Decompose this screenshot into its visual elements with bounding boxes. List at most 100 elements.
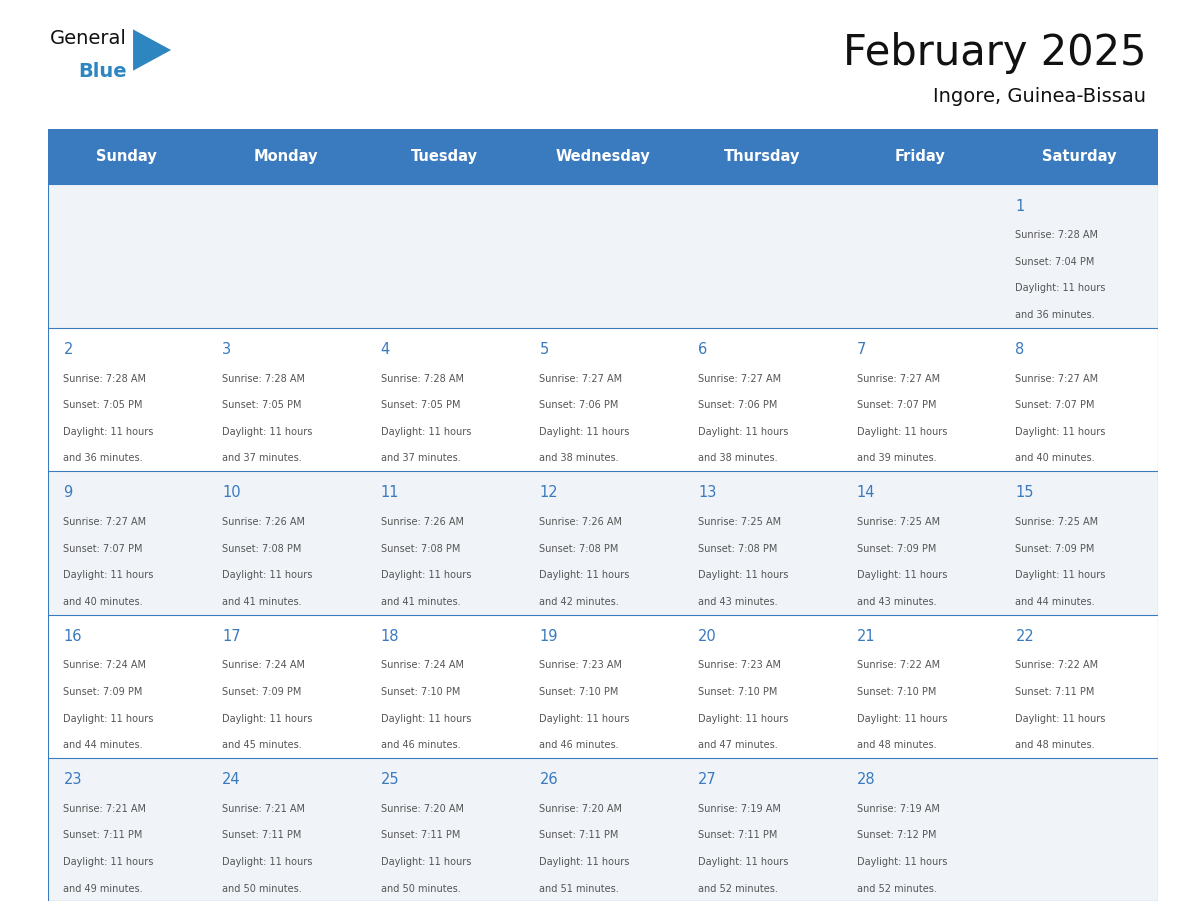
Text: 21: 21: [857, 629, 876, 644]
Text: Daylight: 11 hours: Daylight: 11 hours: [222, 713, 312, 723]
Text: 10: 10: [222, 486, 241, 500]
Text: 16: 16: [63, 629, 82, 644]
Text: 17: 17: [222, 629, 241, 644]
Text: Daylight: 11 hours: Daylight: 11 hours: [539, 427, 630, 437]
Text: 3: 3: [222, 342, 232, 357]
Text: 24: 24: [222, 772, 241, 788]
Text: Daylight: 11 hours: Daylight: 11 hours: [380, 857, 472, 867]
Text: Sunset: 7:05 PM: Sunset: 7:05 PM: [222, 400, 302, 410]
Text: Blue: Blue: [78, 62, 127, 81]
Text: 1: 1: [1016, 198, 1025, 214]
Text: 27: 27: [699, 772, 716, 788]
Text: Sunrise: 7:19 AM: Sunrise: 7:19 AM: [857, 804, 940, 814]
Text: Sunrise: 7:22 AM: Sunrise: 7:22 AM: [1016, 660, 1099, 670]
Text: 4: 4: [380, 342, 390, 357]
Text: Daylight: 11 hours: Daylight: 11 hours: [539, 570, 630, 580]
Text: and 48 minutes.: and 48 minutes.: [857, 740, 936, 750]
Text: February 2025: February 2025: [843, 32, 1146, 74]
Text: Sunrise: 7:28 AM: Sunrise: 7:28 AM: [63, 374, 146, 384]
Text: Sunset: 7:09 PM: Sunset: 7:09 PM: [222, 687, 302, 697]
Text: and 43 minutes.: and 43 minutes.: [857, 597, 936, 607]
Text: Sunrise: 7:27 AM: Sunrise: 7:27 AM: [63, 517, 146, 527]
Text: Daylight: 11 hours: Daylight: 11 hours: [63, 427, 153, 437]
Text: Daylight: 11 hours: Daylight: 11 hours: [1016, 570, 1106, 580]
Text: Sunrise: 7:26 AM: Sunrise: 7:26 AM: [539, 517, 623, 527]
Text: and 37 minutes.: and 37 minutes.: [380, 453, 461, 464]
Text: and 52 minutes.: and 52 minutes.: [857, 883, 936, 893]
Text: Monday: Monday: [253, 149, 318, 163]
Text: Daylight: 11 hours: Daylight: 11 hours: [380, 570, 472, 580]
Text: Sunset: 7:11 PM: Sunset: 7:11 PM: [222, 831, 302, 841]
Text: Wednesday: Wednesday: [556, 149, 650, 163]
Text: Sunrise: 7:24 AM: Sunrise: 7:24 AM: [222, 660, 305, 670]
Text: Sunrise: 7:22 AM: Sunrise: 7:22 AM: [857, 660, 940, 670]
Text: Sunset: 7:11 PM: Sunset: 7:11 PM: [699, 831, 777, 841]
Text: Sunrise: 7:27 AM: Sunrise: 7:27 AM: [699, 374, 782, 384]
Text: Sunrise: 7:19 AM: Sunrise: 7:19 AM: [699, 804, 781, 814]
Text: Daylight: 11 hours: Daylight: 11 hours: [699, 427, 789, 437]
Text: Daylight: 11 hours: Daylight: 11 hours: [857, 427, 947, 437]
Text: 9: 9: [63, 486, 72, 500]
Text: Sunrise: 7:28 AM: Sunrise: 7:28 AM: [380, 374, 463, 384]
Text: Sunrise: 7:27 AM: Sunrise: 7:27 AM: [539, 374, 623, 384]
Text: and 46 minutes.: and 46 minutes.: [539, 740, 619, 750]
Text: Sunset: 7:09 PM: Sunset: 7:09 PM: [857, 543, 936, 554]
Text: Sunset: 7:08 PM: Sunset: 7:08 PM: [699, 543, 777, 554]
Text: General: General: [50, 29, 127, 49]
Text: 11: 11: [380, 486, 399, 500]
Text: Sunrise: 7:26 AM: Sunrise: 7:26 AM: [380, 517, 463, 527]
Text: 5: 5: [539, 342, 549, 357]
Text: Daylight: 11 hours: Daylight: 11 hours: [63, 570, 153, 580]
Text: Daylight: 11 hours: Daylight: 11 hours: [1016, 427, 1106, 437]
Text: 14: 14: [857, 486, 876, 500]
Text: 2: 2: [63, 342, 72, 357]
Text: Sunrise: 7:23 AM: Sunrise: 7:23 AM: [699, 660, 782, 670]
Text: Sunrise: 7:28 AM: Sunrise: 7:28 AM: [222, 374, 305, 384]
Text: Sunset: 7:10 PM: Sunset: 7:10 PM: [380, 687, 460, 697]
Bar: [48, 328, 1158, 471]
Text: and 50 minutes.: and 50 minutes.: [222, 883, 302, 893]
Text: 13: 13: [699, 486, 716, 500]
Text: 8: 8: [1016, 342, 1025, 357]
Text: Daylight: 11 hours: Daylight: 11 hours: [222, 570, 312, 580]
Text: Daylight: 11 hours: Daylight: 11 hours: [1016, 713, 1106, 723]
Text: Sunrise: 7:23 AM: Sunrise: 7:23 AM: [539, 660, 623, 670]
Text: 7: 7: [857, 342, 866, 357]
Text: Sunset: 7:06 PM: Sunset: 7:06 PM: [539, 400, 619, 410]
Text: Sunset: 7:12 PM: Sunset: 7:12 PM: [857, 831, 936, 841]
Text: Sunrise: 7:25 AM: Sunrise: 7:25 AM: [699, 517, 782, 527]
Text: Daylight: 11 hours: Daylight: 11 hours: [63, 713, 153, 723]
Text: Sunset: 7:07 PM: Sunset: 7:07 PM: [857, 400, 936, 410]
Text: 12: 12: [539, 486, 558, 500]
Text: 26: 26: [539, 772, 558, 788]
Bar: [48, 758, 1158, 901]
Text: Sunrise: 7:27 AM: Sunrise: 7:27 AM: [857, 374, 940, 384]
Text: 25: 25: [380, 772, 399, 788]
Text: Daylight: 11 hours: Daylight: 11 hours: [380, 427, 472, 437]
Text: Sunset: 7:11 PM: Sunset: 7:11 PM: [539, 831, 619, 841]
Text: and 36 minutes.: and 36 minutes.: [1016, 309, 1095, 319]
Text: 23: 23: [63, 772, 82, 788]
Text: 22: 22: [1016, 629, 1035, 644]
Polygon shape: [133, 29, 171, 71]
Text: Ingore, Guinea-Bissau: Ingore, Guinea-Bissau: [934, 87, 1146, 106]
Text: and 37 minutes.: and 37 minutes.: [222, 453, 302, 464]
Text: 15: 15: [1016, 486, 1034, 500]
Text: Daylight: 11 hours: Daylight: 11 hours: [857, 570, 947, 580]
Bar: [48, 471, 1158, 614]
Text: Sunset: 7:09 PM: Sunset: 7:09 PM: [63, 687, 143, 697]
Bar: [48, 614, 1158, 758]
Text: Sunrise: 7:20 AM: Sunrise: 7:20 AM: [539, 804, 623, 814]
Text: and 50 minutes.: and 50 minutes.: [380, 883, 461, 893]
Text: and 42 minutes.: and 42 minutes.: [539, 597, 619, 607]
Text: and 47 minutes.: and 47 minutes.: [699, 740, 778, 750]
Text: Daylight: 11 hours: Daylight: 11 hours: [857, 857, 947, 867]
Text: Daylight: 11 hours: Daylight: 11 hours: [699, 857, 789, 867]
Text: 20: 20: [699, 629, 716, 644]
Text: and 39 minutes.: and 39 minutes.: [857, 453, 936, 464]
Text: and 49 minutes.: and 49 minutes.: [63, 883, 143, 893]
Text: 6: 6: [699, 342, 707, 357]
Text: Sunrise: 7:24 AM: Sunrise: 7:24 AM: [380, 660, 463, 670]
Text: Sunset: 7:10 PM: Sunset: 7:10 PM: [857, 687, 936, 697]
Text: and 38 minutes.: and 38 minutes.: [699, 453, 778, 464]
